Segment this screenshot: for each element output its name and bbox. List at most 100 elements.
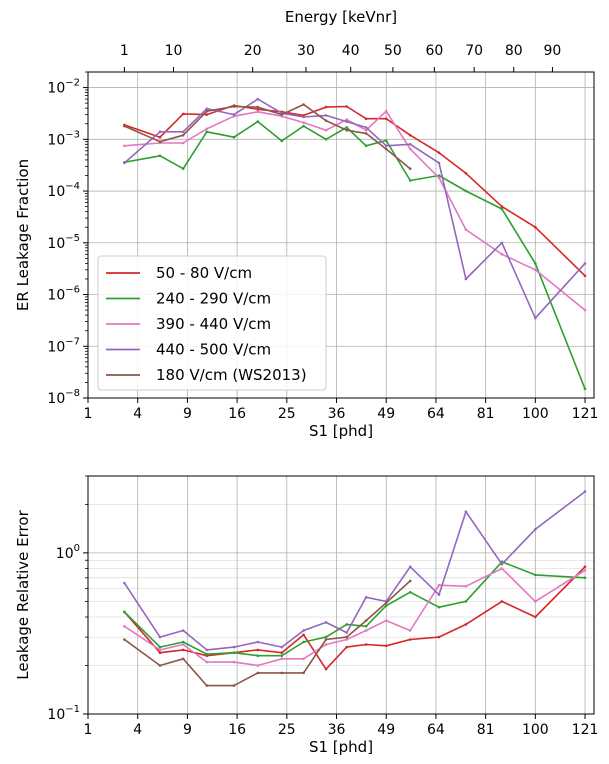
data-point [324,638,328,641]
y-tick-label: 10−3 [47,129,80,148]
legend-frame [97,255,327,391]
data-point [437,161,441,165]
legend-entry: 50 - 80 V/cm [156,264,252,282]
y-axis-label: Leakage Relative Error [14,509,32,679]
legend-entry: 390 - 440 V/cm [156,315,271,333]
data-point [437,593,441,596]
data-point [256,664,260,667]
x-tick-label: 64 [427,406,445,422]
data-point [256,105,260,109]
data-point [205,109,209,113]
data-point [364,126,368,129]
data-point [464,600,468,603]
y-axis-label: ER Leakage Fraction [14,159,32,311]
data-point [464,277,468,281]
data-point [181,640,185,644]
data-point [181,629,185,632]
data-point [534,528,537,531]
x-tick-label: 81 [477,722,495,738]
data-point [408,579,412,583]
data-point [534,225,537,229]
x-tick-label: 9 [183,722,192,738]
data-point [583,308,587,312]
data-point [280,651,284,654]
legend-entry: 180 V/cm (WS2013) [156,366,307,384]
top-tick-label: 30 [297,43,315,59]
y-tick-label: 10−5 [47,233,80,252]
data-point [123,581,126,585]
data-point [158,651,162,654]
x-tick-label: 25 [278,406,296,422]
data-point [280,139,284,143]
data-point [123,124,126,128]
data-point [232,651,236,654]
data-point [408,143,412,146]
data-point [205,127,209,131]
x-tick-label: 64 [427,722,445,738]
data-point [583,262,587,265]
data-point [384,109,388,113]
data-point [583,490,587,493]
data-point [256,648,260,652]
data-point [324,621,328,624]
data-point [158,154,162,158]
series-line-1 [123,566,586,670]
data-point [583,274,587,278]
data-point [364,117,368,120]
data-point [345,638,349,641]
data-point [384,604,388,607]
data-point [384,117,388,120]
data-point [464,228,468,231]
data-point [181,133,185,137]
data-point [256,671,260,675]
x-tick-label: 4 [133,406,142,422]
series-line-3 [123,567,586,667]
x-tick-label: 4 [133,722,142,738]
top-tick-label: 70 [465,43,483,59]
x-axis-label: S1 [phd] [309,422,373,440]
data-point [181,648,185,652]
data-point [364,128,368,132]
data-point [324,119,328,122]
data-point [302,121,305,124]
series-group [123,97,587,391]
data-point [437,176,441,180]
data-point [345,120,349,123]
y-tick-label: 10−2 [47,78,80,97]
data-point [384,644,388,648]
data-point [437,151,441,154]
data-point [324,105,328,109]
plot-frame [87,475,595,715]
data-point [345,118,349,121]
data-point [280,645,284,649]
data-point [324,114,328,117]
data-point [256,120,260,123]
data-point [534,316,537,320]
data-point [158,645,162,649]
series-line-4 [123,490,586,651]
data-point [345,631,349,634]
data-point [181,141,185,145]
data-point [500,567,504,570]
y-tick-label: 10−8 [47,388,80,407]
data-point [302,657,305,661]
top-tick-label: 20 [244,43,262,59]
data-point [123,161,126,165]
data-point [408,167,412,170]
data-point [364,625,368,628]
data-point [534,268,537,272]
x-tick-label: 36 [328,722,346,738]
top-tick-label: 90 [544,43,562,59]
data-point [345,635,349,639]
data-point [534,600,537,603]
top-axis-label: Energy [keVnr] [285,8,397,26]
x-tick-label: 49 [377,406,395,422]
y-tick-label: 10−6 [47,285,80,304]
data-point [437,583,441,587]
data-point [302,629,305,632]
data-point [464,172,468,175]
data-point [232,105,236,108]
data-point [437,635,441,639]
x-tick-label: 100 [522,722,549,738]
